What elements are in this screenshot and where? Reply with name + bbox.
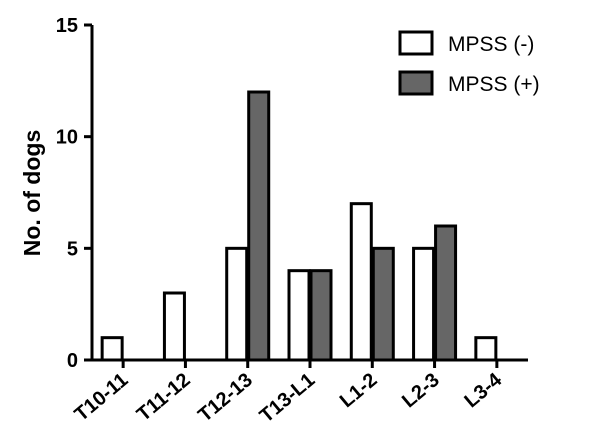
bar-mpss-neg-T13-L1: [287, 269, 311, 362]
legend: MPSS (-) MPSS (+): [398, 30, 540, 96]
x-tick-label: T12-13: [194, 369, 257, 427]
x-tick-label: T10-11: [71, 369, 133, 426]
x-tick-label: L3-4: [460, 368, 506, 412]
bar-mpss-neg-T12-13: [225, 246, 249, 362]
y-axis: 0 5 10 15: [56, 15, 94, 372]
y-axis-title: No. of dogs: [19, 130, 45, 256]
bar-mpss-pos-T13-L1: [309, 269, 333, 362]
x-tick-label: T13-L1: [256, 369, 320, 427]
y-tick-label: 5: [67, 238, 78, 260]
bar-mpss-neg-L1-2: [349, 202, 373, 362]
bar-mpss-pos-L2-3: [434, 224, 458, 362]
y-tick-label: 15: [56, 15, 78, 37]
legend-swatch: [398, 30, 434, 56]
x-tick-label: T11-12: [133, 369, 195, 426]
y-tick-label: 0: [67, 350, 78, 372]
legend-label: MPSS (-): [448, 33, 534, 56]
x-tick-label: L1-2: [336, 369, 382, 412]
legend-swatch: [398, 70, 434, 96]
x-tick-label: L2-3: [398, 369, 444, 412]
bar-mpss-neg-T11-12: [162, 291, 186, 362]
bar-mpss-pos-T12-13: [247, 90, 271, 362]
y-tick-label: 10: [56, 127, 78, 149]
bar-mpss-neg-T10-11: [100, 336, 124, 362]
bar-mpss-neg-L2-3: [412, 246, 436, 362]
legend-label: MPSS (+): [448, 73, 540, 96]
bar-mpss-neg-L3-4: [474, 336, 498, 362]
bar-mpss-pos-L1-2: [371, 246, 395, 362]
bars: [100, 90, 498, 362]
